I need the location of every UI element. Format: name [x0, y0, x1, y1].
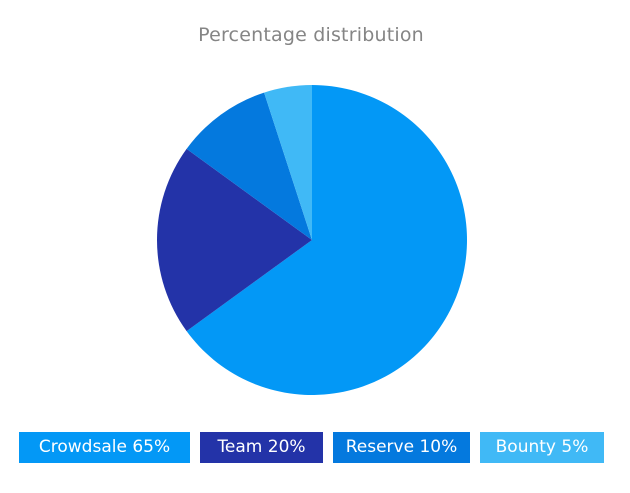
- pie-slice-crowdsale: [186, 85, 468, 396]
- chart-title: Percentage distribution: [198, 24, 424, 46]
- pie-slice-team: [157, 148, 312, 332]
- pie-slice-bounty: [264, 85, 312, 240]
- legend-item-bounty[interactable]: Bounty 5%: [480, 432, 604, 463]
- legend-item-reserve[interactable]: Reserve 10%: [333, 432, 470, 463]
- legend-item-team[interactable]: Team 20%: [200, 432, 323, 463]
- legend-item-crowdsale[interactable]: Crowdsale 65%: [19, 432, 190, 463]
- pie-slice-reserve: [186, 92, 312, 240]
